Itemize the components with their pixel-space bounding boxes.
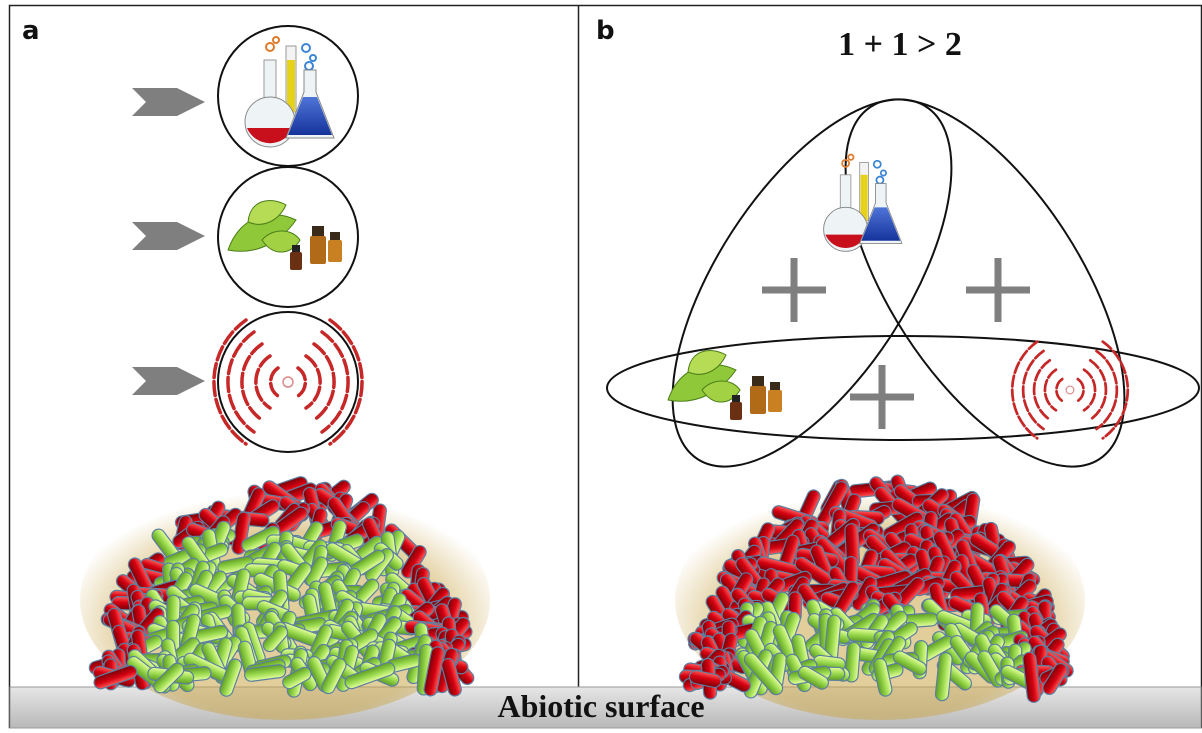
surface-label: Abiotic surface (497, 688, 705, 724)
biofilm-a (88, 476, 475, 698)
bacterium-dead (688, 669, 722, 689)
bacterium-dead (1022, 651, 1041, 703)
bacterium-live (892, 650, 928, 676)
plant-extract-essential-oils-icon (227, 200, 342, 270)
bacterium-live (934, 651, 953, 702)
venn-ellipses (606, 98, 1200, 468)
bacterium-live (321, 657, 347, 695)
arrow-icon (132, 367, 205, 395)
synergy-equation: 1 + 1 > 2 (838, 26, 962, 63)
plus-icon (966, 258, 1030, 322)
bacterium-dead (441, 657, 462, 697)
plus-icons (762, 258, 1030, 429)
bacterium-live (244, 664, 287, 682)
bacterium-live (219, 658, 243, 697)
bacterium-dead (1042, 662, 1068, 696)
bacterium-live (743, 652, 784, 696)
venn-ellipse-bottom (606, 335, 1200, 441)
treatment-arrows (132, 88, 205, 395)
biofilm-b (678, 474, 1074, 703)
bacterium-live (282, 666, 312, 690)
panel-label-b: b (596, 16, 615, 46)
chemistry-flasks-icon (244, 36, 335, 148)
bacterium-live (344, 661, 396, 690)
bacterium-dead (423, 646, 445, 697)
arrow-icon (132, 88, 205, 116)
bacterium-dead (93, 664, 138, 690)
bacterium-live (872, 657, 893, 697)
bacterium-live (241, 525, 281, 553)
plus-icon (762, 258, 826, 322)
bacterium-live (262, 625, 289, 653)
chemistry-flasks-icon (823, 153, 903, 252)
bacterium-live (153, 662, 185, 694)
plus-icon (850, 365, 914, 429)
venn-ellipse-right (844, 98, 1126, 468)
bacterium-live (797, 665, 829, 690)
panel-label-a: a (22, 16, 40, 46)
plant-extract-essential-oils-icon (667, 350, 782, 420)
treatment-circle-physical (217, 311, 359, 453)
arrow-icon (132, 222, 205, 250)
physical-waves-icon (1010, 340, 1130, 440)
venn-ellipse-left (671, 98, 953, 468)
